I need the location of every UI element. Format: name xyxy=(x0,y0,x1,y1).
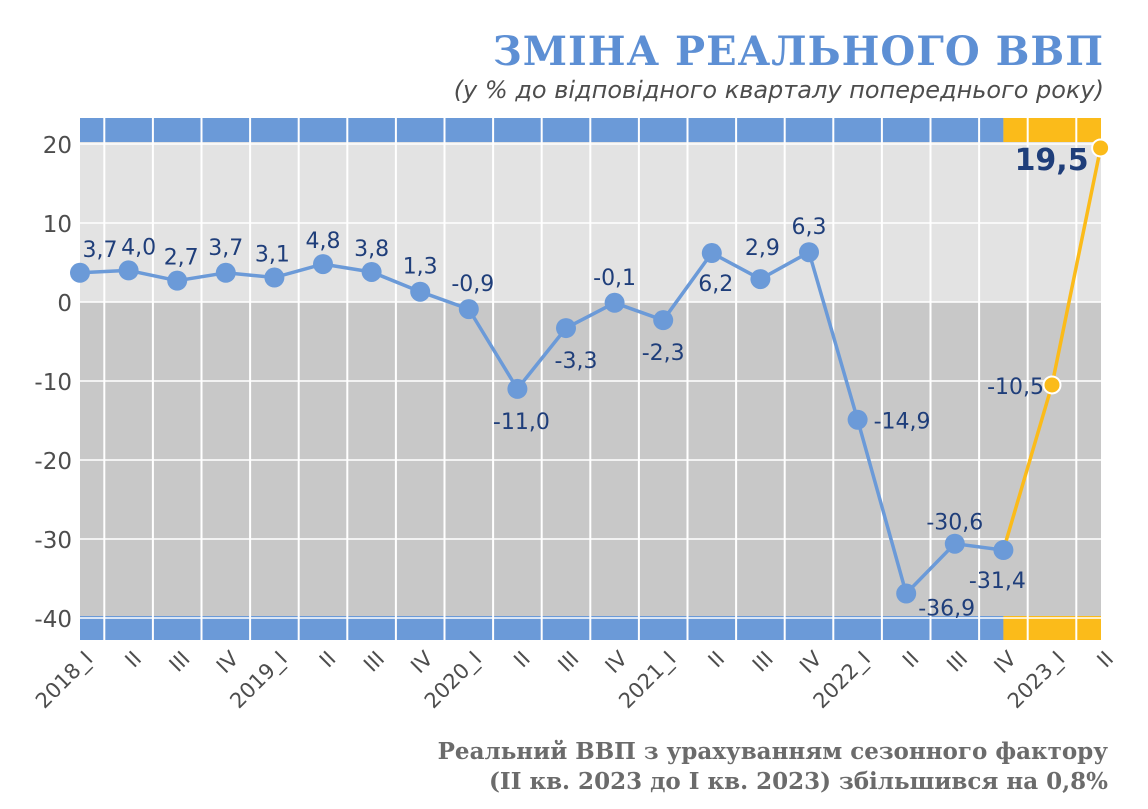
data-point xyxy=(750,269,771,290)
data-point xyxy=(1091,138,1111,158)
data-label: 3,8 xyxy=(354,237,389,262)
data-label: -11,0 xyxy=(493,410,550,435)
seasonal-note-line-1: Реальний ВВП з урахуванням сезонного фак… xyxy=(437,738,1108,765)
chart-subtitle: (у % до відповідного кварталу попередньо… xyxy=(453,76,1104,104)
top-band-highlight xyxy=(1003,118,1101,142)
x-tick-label: III xyxy=(359,647,389,677)
data-label: -14,9 xyxy=(874,410,931,435)
data-point xyxy=(507,378,528,399)
data-label: 3,1 xyxy=(255,243,290,268)
data-point xyxy=(264,267,285,288)
data-point xyxy=(556,318,576,339)
data-point xyxy=(361,261,382,282)
data-point xyxy=(215,262,236,283)
y-tick-label: 0 xyxy=(57,291,72,317)
data-point xyxy=(604,292,625,313)
data-label: -30,6 xyxy=(926,511,983,536)
data-label: 2,7 xyxy=(164,246,199,271)
data-label: 2,9 xyxy=(745,236,780,261)
x-tick-label: IV xyxy=(989,646,1021,678)
data-label: -10,5 xyxy=(987,375,1044,400)
seasonal-note-line-2: (ІІ кв. 2023 до І кв. 2023) збільшився н… xyxy=(489,768,1108,795)
data-label: -0,9 xyxy=(451,272,494,297)
data-point xyxy=(701,243,722,264)
data-label: -2,3 xyxy=(642,341,685,366)
data-point xyxy=(799,242,819,263)
data-label: -31,4 xyxy=(969,569,1026,594)
data-point xyxy=(70,262,90,283)
data-point xyxy=(896,583,917,604)
data-point xyxy=(410,281,431,302)
data-point xyxy=(118,260,139,281)
x-tick-label: IV xyxy=(406,646,438,678)
data-point xyxy=(993,540,1014,561)
x-tick-label: IV xyxy=(601,646,633,678)
y-tick-label: 10 xyxy=(43,212,72,238)
x-tick-label: III xyxy=(748,647,778,677)
x-tick-label: II xyxy=(120,647,146,673)
data-label: 3,7 xyxy=(208,236,243,261)
x-tick-label: III xyxy=(553,647,583,677)
data-label: 1,3 xyxy=(403,255,438,280)
data-point xyxy=(847,409,868,430)
x-tick-label: 2018_I xyxy=(31,647,98,714)
x-tick-label: II xyxy=(315,647,341,673)
data-label: 19,5 xyxy=(1015,143,1089,178)
x-tick-label: IV xyxy=(795,646,827,678)
data-label: -3,3 xyxy=(555,349,598,374)
data-point xyxy=(944,533,965,554)
x-tick-label: II xyxy=(1092,647,1118,673)
data-label: 4,0 xyxy=(121,235,156,260)
y-tick-label: -30 xyxy=(34,528,72,554)
data-point xyxy=(1042,375,1062,395)
x-tick-label: II xyxy=(509,647,535,673)
bottom-band-highlight xyxy=(1003,616,1101,640)
chart-title: ЗМІНА РЕАЛЬНОГО ВВП xyxy=(492,28,1104,75)
data-point xyxy=(653,310,674,331)
data-label: 6,2 xyxy=(698,272,733,297)
data-point xyxy=(313,254,333,275)
data-label: 6,3 xyxy=(792,215,827,240)
x-tick-label: IV xyxy=(212,646,244,678)
data-label: 4,8 xyxy=(306,229,341,254)
y-tick-label: 20 xyxy=(43,133,72,159)
data-label: -36,9 xyxy=(918,597,975,622)
y-tick-label: -20 xyxy=(34,449,72,475)
y-tick-label: -40 xyxy=(34,607,72,633)
data-label: 3,7 xyxy=(83,238,118,263)
x-tick-label: III xyxy=(165,647,195,677)
data-point xyxy=(167,270,188,291)
y-tick-label: -10 xyxy=(34,370,72,396)
x-tick-label: II xyxy=(704,647,730,673)
data-point xyxy=(458,299,479,320)
x-tick-label: III xyxy=(942,647,972,677)
data-label: -0,1 xyxy=(593,266,636,291)
x-tick-label: II xyxy=(898,647,924,673)
